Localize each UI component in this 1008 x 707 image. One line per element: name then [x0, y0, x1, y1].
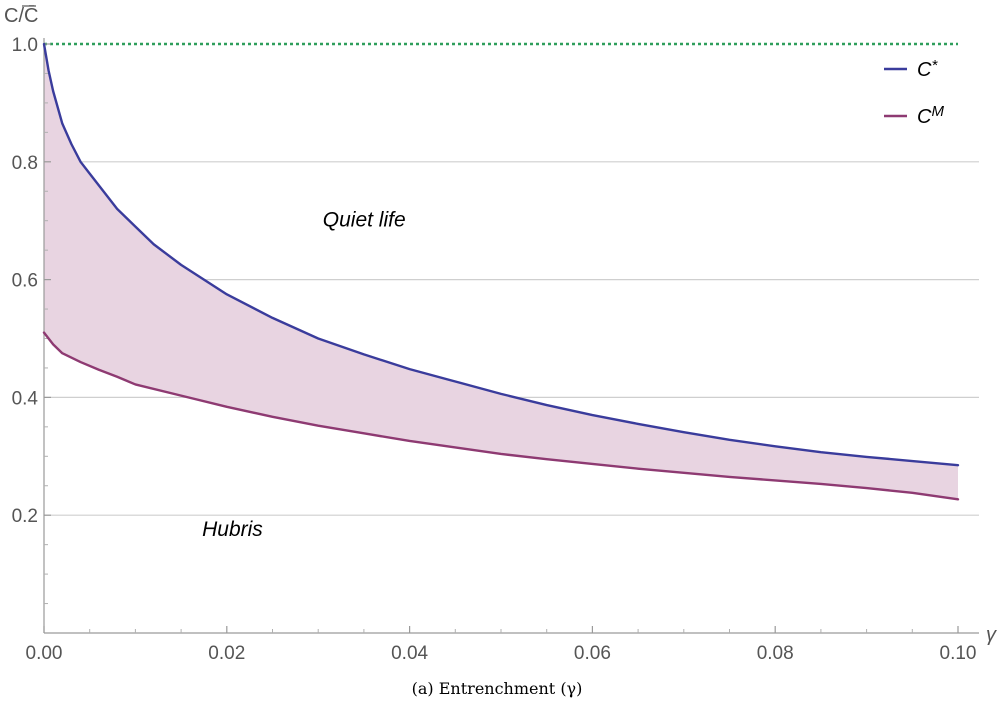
legend: C* CM [884, 57, 944, 128]
annotation-0: Quiet life [323, 209, 406, 232]
legend-label-1: CM [917, 103, 944, 128]
annotations: Quiet life Hubris [202, 209, 406, 541]
x-tick-label-0: 0.00 [26, 643, 63, 664]
x-tick-label-5: 0.10 [940, 643, 977, 664]
x-tick-label-3: 0.06 [574, 643, 611, 664]
y-axis-label: C/C̄ [4, 4, 38, 27]
y-tick-label-4: 1.0 [12, 35, 38, 56]
legend-label-0: C* [917, 57, 938, 81]
x-tick-label-4: 0.08 [757, 643, 794, 664]
y-tick-label-0: 0.2 [12, 506, 38, 527]
y-tick-label-2: 0.6 [12, 271, 38, 292]
series-line-c-star [42, 42, 960, 467]
y-tick-label-3: 0.8 [12, 153, 38, 174]
y-tick-label-1: 0.4 [12, 388, 39, 409]
series-line-c-m [42, 331, 960, 501]
axis-ticks: 0.00 0.02 0.04 0.06 0.08 0.10 0.2 0.4 0.6 0.8 1.0 [12, 35, 977, 664]
x-tick-label-1: 0.02 [208, 643, 245, 664]
x-tick-label-2: 0.04 [391, 643, 428, 664]
annotation-1: Hubris [202, 518, 263, 541]
axes [43, 38, 979, 634]
figure-caption: (a) Entrenchment (γ) [412, 679, 583, 698]
series-lines [42, 42, 960, 501]
area-between-series [44, 44, 958, 500]
x-axis-label: γ [986, 624, 997, 646]
